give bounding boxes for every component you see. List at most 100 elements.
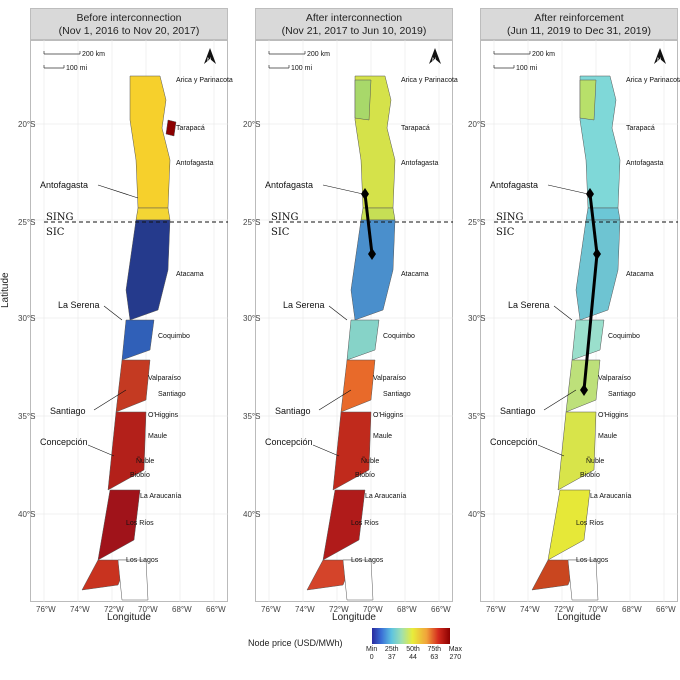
panel-after-interconnection: After interconnection (Nov 21, 2017 to J… [243,8,458,623]
svg-text:74°W: 74°W [520,605,540,614]
region-label: Arica y Parinacota [176,77,233,84]
region-label: Valparaíso [598,375,631,382]
scale-mi-label: 100 mi [291,65,312,72]
svg-text:68°W: 68°W [172,605,192,614]
svg-text:66°W: 66°W [431,605,451,614]
svg-text:70°W: 70°W [138,605,158,614]
svg-text:20°S: 20°S [18,120,35,129]
region-label: Coquimbo [158,333,190,340]
map-after-reinforcement: 200 km 100 mi N SING SIC Arica y Parinac… [468,40,680,614]
svg-text:70°W: 70°W [363,605,383,614]
region-label: Atacama [176,271,204,278]
country-shape [531,75,621,601]
legend-label: Max 270 [448,646,462,661]
region-label: Maule [148,433,167,440]
sing-label: SING [496,212,524,223]
region-label: Coquimbo [608,333,640,340]
svg-text:30°S: 30°S [243,314,260,323]
scale-km-label: 200 km [82,51,105,58]
region-label: Antofagasta [401,160,438,167]
region-label: Ñuble [136,456,154,465]
country-shape [306,75,396,601]
svg-text:74°W: 74°W [295,605,315,614]
color-legend: Node price (USD/MWh) Min 0 25th 37 50th 44 … [248,628,508,678]
city-label: Concepción [265,437,313,447]
region-label: Los Lagos [351,557,384,564]
region-label: O'Higgins [148,412,179,419]
svg-text:76°W: 76°W [261,605,281,614]
svg-text:35°S: 35°S [18,412,35,421]
svg-text:N: N [657,58,661,64]
svg-text:68°W: 68°W [397,605,417,614]
legend-label: Min 0 [366,646,378,661]
region-label: Santiago [383,391,411,398]
svg-text:72°W: 72°W [104,605,124,614]
city-label: La Serena [283,300,325,310]
scale-mi-label: 100 mi [66,65,87,72]
sing-label: SING [271,212,299,223]
region-label: Biobío [130,472,150,479]
north-arrow-icon: N [429,48,441,64]
y-axis-label: Latitude [0,272,11,308]
region-label: Santiago [608,391,636,398]
city-label: Concepción [40,437,88,447]
region-label: Tarapacá [401,125,430,132]
region-label: Los Lagos [126,557,159,564]
region-label: Valparaíso [373,375,406,382]
svg-text:30°S: 30°S [468,314,485,323]
panel-before-interconnection: Before interconnection (Nov 1, 2016 to N… [0,8,233,623]
city-label: Antofagasta [40,180,88,190]
region-label: Arica y Parinacota [401,77,458,84]
region-label: Biobío [355,472,375,479]
region-label: Los Lagos [576,557,609,564]
svg-text:35°S: 35°S [468,412,485,421]
city-label: Santiago [500,406,536,416]
svg-text:74°W: 74°W [70,605,90,614]
x-axis-label: Longitude [107,612,151,623]
sic-label: SIC [46,227,65,238]
svg-text:25°S: 25°S [243,218,260,227]
svg-text:40°S: 40°S [243,510,260,519]
region-label: Atacama [626,271,654,278]
svg-text:30°S: 30°S [18,314,35,323]
node-marker [580,384,588,396]
svg-text:20°S: 20°S [468,120,485,129]
city-label: La Serena [508,300,550,310]
country-shape [81,75,177,601]
sing-label: SING [46,212,74,223]
panel-title: After reinforcement (Jun 11, 2019 to Dec… [480,8,678,40]
legend-label: 75th 63 [427,646,442,661]
city-label: Antofagasta [265,180,313,190]
region-label: La Araucanía [140,493,181,500]
region-label: Tarapacá [176,125,205,132]
svg-text:66°W: 66°W [656,605,676,614]
node-marker [593,248,601,260]
transmission-line [588,193,599,255]
svg-text:72°W: 72°W [329,605,349,614]
region-label: Coquimbo [383,333,415,340]
svg-text:N: N [432,58,436,64]
panel-title: After interconnection (Nov 21, 2017 to J… [255,8,453,40]
node-marker [586,188,594,200]
region-label: Maule [373,433,392,440]
sic-label: SIC [271,227,290,238]
legend-title: Node price (USD/MWh) [248,638,343,648]
region-label: Maule [598,433,617,440]
city-label: Santiago [275,406,311,416]
city-label: Concepción [490,437,538,447]
scale-km-label: 200 km [307,51,330,58]
legend-label: 25th 37 [384,646,399,661]
legend-label: 50th 44 [406,646,420,661]
svg-text:72°W: 72°W [554,605,574,614]
panel-title: Before interconnection (Nov 1, 2016 to N… [30,8,228,40]
transmission-line [582,253,599,391]
x-axis-label: Longitude [332,612,376,623]
svg-text:N: N [207,58,211,64]
plot-area [255,40,453,602]
region-label: Valparaíso [148,375,181,382]
node-marker [361,188,369,200]
svg-text:40°S: 40°S [18,510,35,519]
panel-after-reinforcement: After reinforcement (Jun 11, 2019 to Dec… [468,8,680,623]
svg-text:35°S: 35°S [243,412,260,421]
svg-text:70°W: 70°W [588,605,608,614]
